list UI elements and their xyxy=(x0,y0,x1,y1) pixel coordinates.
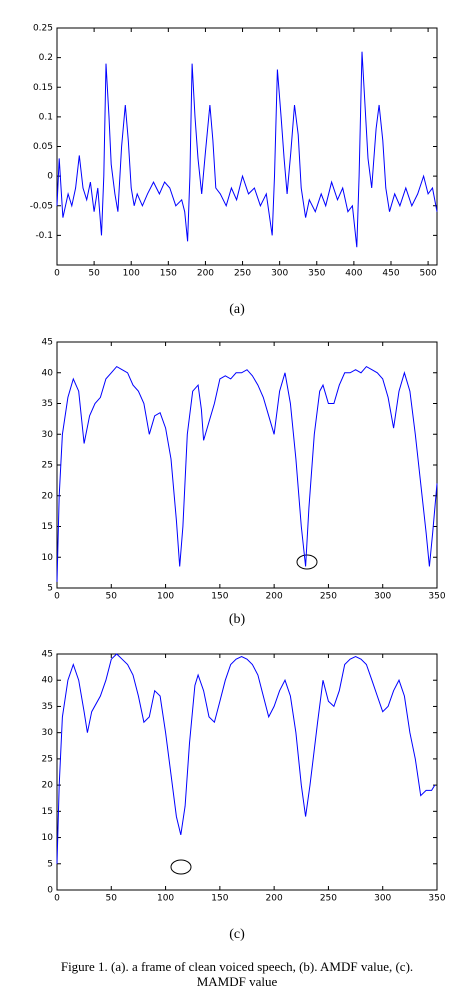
x-tick-label: 50 xyxy=(106,894,118,904)
panel-label: (c) xyxy=(229,927,245,942)
y-tick-label: -0.1 xyxy=(35,231,53,241)
y-tick-label: 0.15 xyxy=(33,83,53,93)
x-tick-label: 0 xyxy=(54,592,60,602)
x-tick-label: 150 xyxy=(211,894,228,904)
plot-frame xyxy=(56,653,438,891)
data-line xyxy=(56,365,438,582)
x-tick-label: 200 xyxy=(197,269,214,279)
caption-line: Figure 1. (a). a frame of clean voiced s… xyxy=(61,959,413,974)
y-tick-label: 0 xyxy=(47,886,53,896)
panel-label: (a) xyxy=(229,302,245,317)
y-tick-label: 40 xyxy=(42,676,54,686)
data-line xyxy=(56,51,438,248)
x-tick-label: 100 xyxy=(123,269,140,279)
x-tick-label: 300 xyxy=(374,592,391,602)
y-tick-label: 40 xyxy=(42,368,54,378)
y-tick-label: 15 xyxy=(42,522,53,532)
x-tick-label: 150 xyxy=(160,269,177,279)
x-tick-label: 200 xyxy=(266,894,283,904)
y-tick-label: 0.25 xyxy=(33,24,53,34)
plot-frame xyxy=(56,27,438,266)
x-tick-label: 0 xyxy=(54,894,60,904)
y-tick-label: 20 xyxy=(42,491,54,501)
y-tick-label: 30 xyxy=(42,430,54,440)
y-tick-label: 15 xyxy=(42,807,53,817)
x-tick-label: 200 xyxy=(266,592,283,602)
panel-label: (b) xyxy=(229,612,246,627)
y-tick-label: 5 xyxy=(47,584,53,594)
y-tick-label: 10 xyxy=(42,553,54,563)
y-tick-label: 45 xyxy=(42,338,53,348)
y-tick-label: 30 xyxy=(42,728,54,738)
x-tick-label: 300 xyxy=(271,269,288,279)
y-tick-label: 10 xyxy=(42,833,54,843)
x-tick-label: 300 xyxy=(374,894,391,904)
y-tick-label: 0 xyxy=(47,172,53,182)
highlight-ellipse xyxy=(296,554,318,570)
x-tick-label: 100 xyxy=(157,894,174,904)
y-tick-label: 25 xyxy=(42,461,53,471)
x-tick-label: 50 xyxy=(106,592,118,602)
y-tick-label: 35 xyxy=(42,399,53,409)
x-tick-label: 0 xyxy=(54,269,60,279)
x-tick-label: 500 xyxy=(420,269,437,279)
y-tick-label: 25 xyxy=(42,754,53,764)
y-tick-label: 35 xyxy=(42,702,53,712)
x-tick-label: 450 xyxy=(382,269,399,279)
x-tick-label: 350 xyxy=(428,894,445,904)
data-line xyxy=(56,653,436,864)
x-tick-label: 250 xyxy=(234,269,251,279)
x-tick-label: 50 xyxy=(88,269,100,279)
caption-line: MAMDF value xyxy=(197,974,278,987)
y-tick-label: 0.05 xyxy=(33,142,53,152)
highlight-ellipse xyxy=(170,859,192,875)
x-tick-label: 350 xyxy=(308,269,325,279)
plot-frame xyxy=(56,341,438,589)
x-tick-label: 250 xyxy=(320,592,337,602)
y-tick-label: 0.1 xyxy=(39,112,53,122)
y-tick-label: 5 xyxy=(47,859,53,869)
y-tick-label: -0.05 xyxy=(30,201,53,211)
x-tick-label: 150 xyxy=(211,592,228,602)
x-tick-label: 250 xyxy=(320,894,337,904)
y-tick-label: 45 xyxy=(42,650,53,660)
x-tick-label: 350 xyxy=(428,592,445,602)
y-tick-label: 0.2 xyxy=(39,53,53,63)
y-tick-label: 20 xyxy=(42,781,54,791)
x-tick-label: 100 xyxy=(157,592,174,602)
x-tick-label: 400 xyxy=(345,269,362,279)
